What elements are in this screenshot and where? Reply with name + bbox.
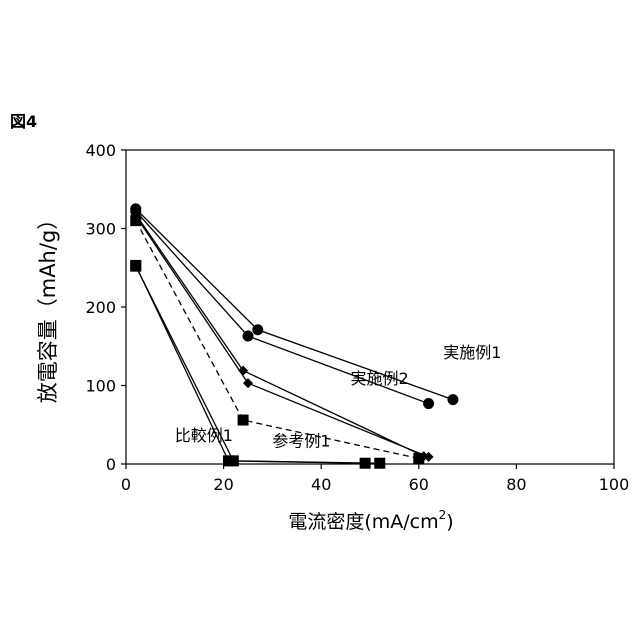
data-point-square [130, 261, 141, 272]
x-tick-label: 100 [599, 475, 630, 494]
data-point-circle [447, 394, 458, 405]
y-tick-label: 0 [106, 455, 116, 474]
data-point-square [130, 215, 141, 226]
data-point-circle [423, 398, 434, 409]
data-point-circle [243, 331, 254, 342]
x-axis-label: 電流密度(mA/cm2) [288, 508, 453, 533]
x-axis-label-superscript: 2 [439, 508, 447, 522]
series-annotation: 比較例1 [175, 426, 233, 445]
series-6 [130, 261, 385, 469]
y-tick-label: 100 [85, 377, 116, 396]
series-0 [130, 203, 458, 405]
data-point-square [374, 458, 385, 469]
series-line [136, 266, 380, 463]
series-annotation: 参考例1 [272, 432, 330, 451]
x-tick-label: 80 [506, 475, 526, 494]
y-tick-label: 300 [85, 220, 116, 239]
x-axis-label-close: ) [446, 511, 453, 533]
x-tick-label: 40 [311, 475, 331, 494]
series-5 [130, 260, 370, 469]
data-point-square [228, 455, 239, 466]
x-axis-label-text: 電流密度(mA/cm [288, 511, 438, 533]
data-point-circle [252, 324, 263, 335]
x-tick-label: 60 [409, 475, 429, 494]
x-tick-label: 20 [213, 475, 233, 494]
data-point-square [413, 453, 424, 464]
series-annotation: 実施例1 [443, 343, 501, 362]
data-point-square [238, 415, 249, 426]
series-line [136, 221, 419, 459]
y-axis-label: 放電容量（mAh/g） [36, 209, 60, 404]
y-tick-label: 400 [85, 141, 116, 160]
series-annotation: 実施例2 [350, 369, 408, 388]
chart-axes: 0 20 40 60 80 100 0 100 200 300 400 [85, 141, 629, 494]
series-line [136, 214, 424, 456]
series-2 [131, 209, 429, 461]
series-line [136, 265, 365, 463]
data-point-diamond [243, 378, 253, 388]
y-tick-label: 200 [85, 298, 116, 317]
x-tick-label: 0 [121, 475, 131, 494]
